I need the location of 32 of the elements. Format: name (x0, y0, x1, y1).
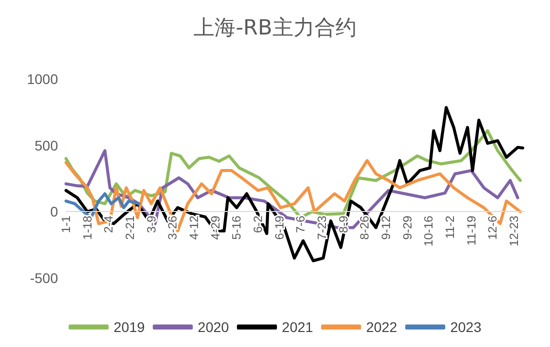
y-tick-label: 0 (50, 204, 58, 220)
legend-label: 2023 (450, 319, 482, 335)
x-tick-label: 1-18 (80, 215, 94, 240)
x-tick-label: 11-2 (442, 215, 457, 239)
x-tick-label: 11-19 (464, 215, 478, 246)
x-tick-label: 12-23 (506, 215, 521, 246)
x-tick-label: 3-26 (166, 215, 180, 240)
x-tick-label: 2-21 (122, 215, 137, 240)
x-tick-label: 10-16 (422, 215, 436, 246)
x-tick-label: 1-1 (59, 215, 73, 234)
y-tick-label: -500 (30, 270, 58, 286)
legend-label: 2021 (282, 319, 314, 335)
x-tick-label: 8-26 (358, 215, 372, 240)
x-tick-label: 7-23 (314, 215, 329, 240)
y-tick-label: 500 (34, 137, 58, 154)
x-tick-label: 9-12 (378, 215, 393, 240)
x-tick-label: 7-6 (294, 215, 308, 234)
legend-label: 2020 (198, 319, 230, 335)
x-tick-label: 12-6 (486, 215, 500, 240)
x-tick-label: 6-2 (250, 215, 265, 234)
x-tick-label: 9-29 (400, 215, 414, 240)
legend-label: 2022 (366, 319, 398, 335)
x-tick-label: 2-4 (102, 215, 116, 234)
legend-label: 2019 (114, 319, 145, 335)
x-tick-label: 4-12 (186, 215, 201, 240)
x-tick-label: 6-19 (272, 215, 286, 240)
x-tick-label: 4-29 (208, 215, 222, 240)
x-tick-label: 3-9 (144, 215, 158, 234)
y-tick-label: 1000 (26, 71, 58, 87)
chart-title: 上海-RB主力合约 (194, 16, 356, 40)
x-tick-label: 5-16 (230, 215, 244, 240)
x-tick-label: 8-9 (336, 215, 350, 234)
